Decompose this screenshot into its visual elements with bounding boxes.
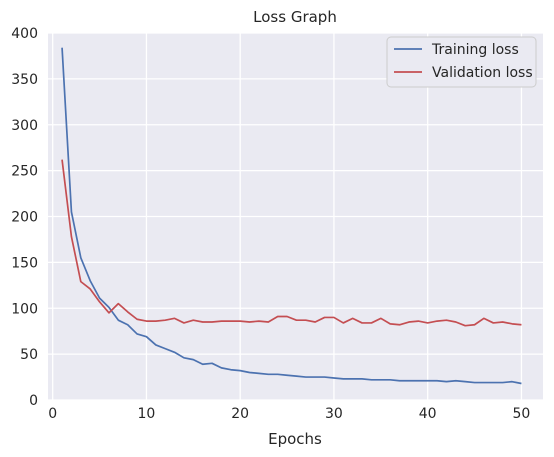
x-tick-label: 0 <box>48 406 57 422</box>
y-tick-label: 50 <box>20 347 38 363</box>
y-tick-label: 0 <box>29 393 38 409</box>
training-loss-line <box>61 47 522 385</box>
chart-title: Loss Graph <box>253 8 337 26</box>
x-tick-label: 10 <box>138 406 156 422</box>
y-tick-label: 250 <box>11 164 38 180</box>
x-tick-label: 20 <box>231 406 249 422</box>
legend: Training loss Validation loss <box>386 36 537 88</box>
series-layer <box>61 47 522 385</box>
y-tick-label: 100 <box>11 301 38 317</box>
tick-labels: 0 10 20 30 40 50 0 50 100 150 200 250 300 350 400 <box>11 26 530 422</box>
y-tick-label: 350 <box>11 72 38 88</box>
y-tick-label: 200 <box>11 210 38 226</box>
grid <box>48 32 543 401</box>
x-axis-title: Epochs <box>268 430 322 448</box>
x-tick-label: 40 <box>419 406 437 422</box>
legend-label-training: Training loss <box>431 42 519 58</box>
legend-label-validation: Validation loss <box>432 65 533 81</box>
x-tick-label: 30 <box>325 406 343 422</box>
legend-box <box>386 36 537 88</box>
y-tick-label: 400 <box>11 26 38 42</box>
y-tick-label: 300 <box>11 118 38 134</box>
y-tick-label: 150 <box>11 255 38 271</box>
validation-loss-line <box>61 159 522 327</box>
x-tick-label: 50 <box>513 406 531 422</box>
